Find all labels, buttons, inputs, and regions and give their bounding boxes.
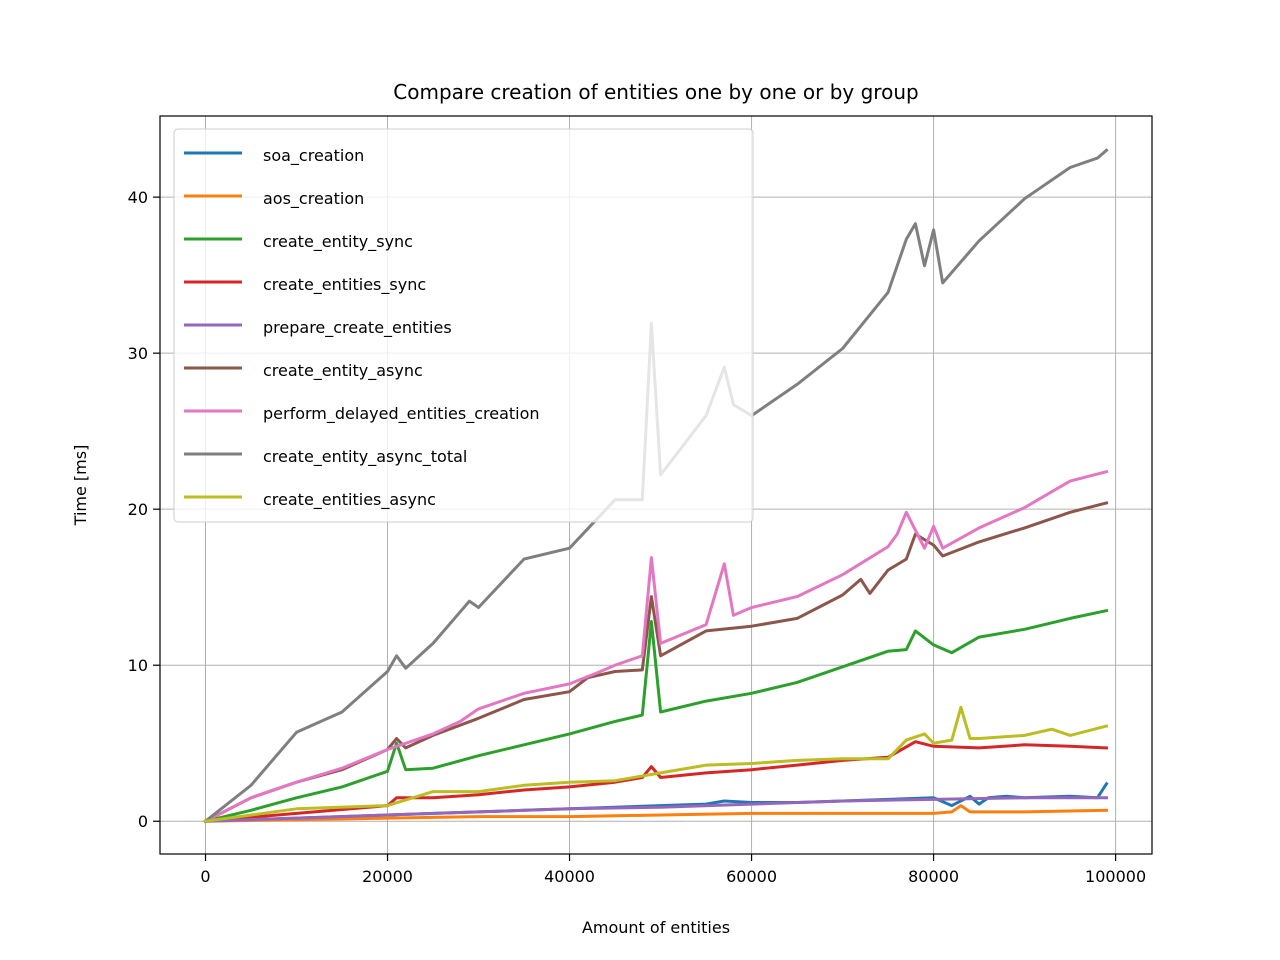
- y-tick-label: 30: [128, 344, 148, 363]
- chart-title: Compare creation of entities one by one …: [393, 80, 918, 104]
- legend: soa_creation aos_creation create_entity_sy…: [173, 128, 754, 523]
- legend-label-soa_creation: soa_creation: [263, 146, 364, 166]
- legend-label-create_entity_sync: create_entity_sync: [263, 232, 413, 252]
- legend-box: [173, 128, 754, 523]
- series-line-prepare_create_entities: [203, 796, 1108, 823]
- x-tick-label: 20000: [362, 867, 413, 886]
- legend-label-create_entities_async: create_entities_async: [263, 490, 436, 510]
- x-tick-label: 0: [200, 867, 210, 886]
- legend-label-aos_creation: aos_creation: [263, 189, 364, 209]
- x-axis-label: Amount of entities: [582, 918, 730, 937]
- y-axis-ticks: 0 10 20 30 40: [128, 188, 160, 831]
- series-line-create_entity_async: [203, 501, 1109, 824]
- y-axis-label: Time [ms]: [71, 445, 90, 527]
- y-tick-label: 10: [128, 656, 148, 675]
- legend-label-create_entity_async_total: create_entity_async_total: [263, 447, 467, 467]
- y-tick-label: 20: [128, 500, 148, 519]
- plot-frame: [159, 115, 1153, 855]
- y-tick-label: 0: [138, 812, 148, 831]
- x-tick-label: 100000: [1085, 867, 1146, 886]
- series-line-create_entities_async: [203, 705, 1109, 823]
- legend-label-prepare_create_entities: prepare_create_entities: [263, 318, 452, 338]
- x-tick-label: 40000: [544, 867, 595, 886]
- series-line-perform_delayed_entities_creation: [203, 469, 1109, 824]
- series-line-create_entities_sync: [203, 740, 1109, 823]
- legend-label-create_entity_async: create_entity_async: [263, 361, 423, 381]
- x-tick-label: 60000: [726, 867, 777, 886]
- y-tick-label: 40: [128, 188, 148, 207]
- series-line-create_entity_sync: [203, 608, 1109, 824]
- x-axis-ticks: 0 20000 40000 60000 80000 100000: [200, 854, 1146, 886]
- legend-label-create_entities_sync: create_entities_sync: [263, 275, 426, 295]
- legend-label-perform_delayed_entities_creation: perform_delayed_entities_creation: [263, 404, 540, 424]
- x-tick-label: 80000: [908, 867, 959, 886]
- series-line-aos_creation: [203, 804, 1109, 823]
